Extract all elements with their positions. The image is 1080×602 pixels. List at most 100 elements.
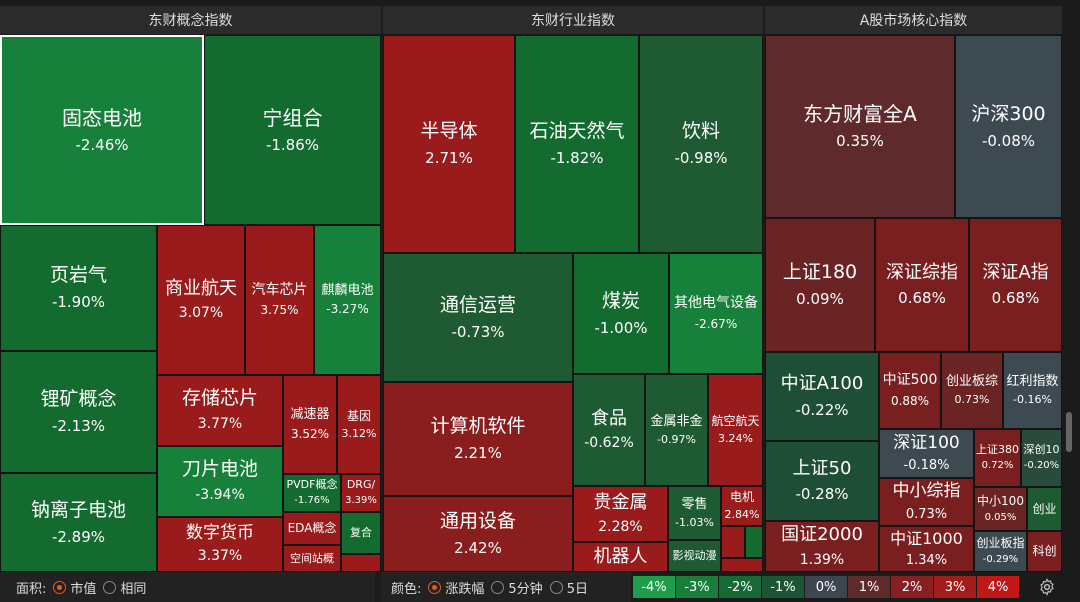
color-label: 颜色: bbox=[391, 581, 422, 597]
tile-sz100[interactable]: 深证100 -0.18% bbox=[879, 429, 974, 478]
color-change-label[interactable]: 涨跌幅 bbox=[445, 581, 485, 597]
tile-change-pct: -0.16% bbox=[1013, 393, 1052, 407]
tile-change-pct: 0.88% bbox=[890, 393, 930, 408]
tile-dongfang[interactable]: 东方财富全A 0.35% bbox=[765, 35, 955, 218]
tile-jiqiren[interactable]: 机器人 bbox=[573, 542, 668, 572]
tile-hongli[interactable]: 红利指数 -0.16% bbox=[1003, 352, 1062, 429]
tile-tongxin[interactable]: 通信运营 -0.73% bbox=[383, 253, 573, 382]
tile-jinshu[interactable]: 金属非金 -0.97% bbox=[645, 374, 708, 486]
tile-jisuanji[interactable]: 计算机软件 2.21% bbox=[383, 382, 573, 496]
tile-change-pct: -0.22% bbox=[795, 400, 849, 419]
tile-name: 沪深300 bbox=[971, 102, 1046, 125]
tile-qilin[interactable]: 麒麟电池 -3.27% bbox=[314, 225, 381, 375]
color-option-bar: 颜色: 涨跌幅 5分钟 5日 bbox=[381, 572, 631, 602]
tile-meitan[interactable]: 煤炭 -1.00% bbox=[573, 253, 669, 374]
scrollbar-thumb[interactable] bbox=[1066, 412, 1072, 452]
tile-zxzz[interactable]: 中小综指 0.73% bbox=[879, 478, 974, 526]
tile-zz1000[interactable]: 中证1000 1.34% bbox=[879, 526, 974, 572]
tile-name: 上证380 bbox=[976, 443, 1019, 457]
tile-gz2000[interactable]: 国证2000 1.39% bbox=[765, 521, 879, 572]
tile-shuzi[interactable]: 数字货币 3.37% bbox=[157, 517, 283, 572]
tile-sc10[interactable]: 深创10 -0.20% bbox=[1021, 429, 1062, 487]
settings-button[interactable] bbox=[1034, 575, 1060, 599]
color-5min-radio[interactable] bbox=[491, 580, 505, 594]
tile-sz50[interactable]: 上证50 -0.28% bbox=[765, 441, 879, 521]
area-equal-label[interactable]: 相同 bbox=[120, 581, 147, 597]
tile-change-pct: 0.09% bbox=[796, 290, 844, 308]
tile-spare1[interactable] bbox=[341, 554, 381, 572]
tile-kongjian[interactable]: 空间站概 bbox=[283, 545, 341, 572]
tile-guijinshu[interactable]: 贵金属 2.28% bbox=[573, 486, 668, 542]
color-5day-label[interactable]: 5日 bbox=[566, 581, 588, 597]
area-market-cap-label[interactable]: 市值 bbox=[70, 581, 97, 597]
tile-eda[interactable]: EDA概念 bbox=[283, 512, 341, 545]
tile-zz500[interactable]: 中证500 0.88% bbox=[879, 352, 941, 429]
tile-sz180[interactable]: 上证180 0.09% bbox=[765, 218, 875, 352]
tile-change-pct: 3.37% bbox=[197, 548, 243, 565]
color-5min-label[interactable]: 5分钟 bbox=[508, 581, 543, 597]
tile-chuangye[interactable]: 创业 bbox=[1027, 487, 1062, 531]
tile-jiyin[interactable]: 基因 3.12% bbox=[337, 375, 381, 474]
tile-fuhe[interactable]: 复合 bbox=[341, 512, 381, 554]
tile-tongyong[interactable]: 通用设备 2.42% bbox=[383, 496, 573, 572]
color-5day-radio[interactable] bbox=[549, 580, 563, 594]
tile-pvdf[interactable]: PVDF概念 -1.76% bbox=[283, 474, 341, 512]
tile-cybzhi[interactable]: 创业板指 -0.29% bbox=[974, 531, 1027, 572]
tile-cybz[interactable]: 创业板综 0.73% bbox=[941, 352, 1003, 429]
tile-change-pct: -1.03% bbox=[675, 515, 714, 529]
tile-likuang[interactable]: 锂矿概念 -2.13% bbox=[0, 351, 157, 473]
tile-change-pct: 0.73% bbox=[954, 393, 990, 407]
tile-change-pct: -0.20% bbox=[1023, 460, 1060, 472]
tile-yingshi[interactable]: 影视动漫 bbox=[668, 540, 721, 572]
tile-qitadianqi[interactable]: 其他电气设备 -2.67% bbox=[669, 253, 763, 374]
tile-name: 饮料 bbox=[681, 120, 720, 143]
tile-name: 麒麟电池 bbox=[321, 282, 374, 298]
tile-lingshou[interactable]: 零售 -1.03% bbox=[668, 486, 721, 540]
tile-cunchu[interactable]: 存储芯片 3.77% bbox=[157, 375, 283, 446]
tile-name: 基因 bbox=[346, 408, 371, 423]
tile-name: EDA概念 bbox=[287, 521, 337, 535]
tile-shangyehangtian[interactable]: 商业航天 3.07% bbox=[157, 225, 245, 375]
tile-kechuang[interactable]: 科创 bbox=[1027, 531, 1062, 572]
tile-change-pct: 3.24% bbox=[718, 432, 753, 446]
area-equal-radio[interactable] bbox=[103, 580, 117, 594]
tile-yeyanqi[interactable]: 页岩气 -1.90% bbox=[0, 225, 157, 351]
tile-name: 数字货币 bbox=[186, 523, 254, 544]
tile-yinliao[interactable]: 饮料 -0.98% bbox=[639, 35, 763, 253]
gear-icon bbox=[1040, 578, 1054, 596]
tile-daopian[interactable]: 刀片电池 -3.94% bbox=[157, 446, 283, 517]
tile-zza100[interactable]: 中证A100 -0.22% bbox=[765, 352, 879, 441]
tile-change-pct: -2.13% bbox=[51, 417, 106, 435]
tile-zx100[interactable]: 中小100 0.05% bbox=[974, 487, 1027, 531]
tile-name: PVDF概念 bbox=[286, 478, 338, 492]
tile-name: 深创10 bbox=[1023, 443, 1060, 457]
tile-hangkong[interactable]: 航空航天 3.24% bbox=[708, 374, 763, 486]
tile-ningzuhe[interactable]: 宁组合 -1.86% bbox=[204, 35, 381, 225]
area-market-cap-radio[interactable] bbox=[53, 580, 67, 594]
tile-name: 钠离子电池 bbox=[30, 498, 126, 521]
tile-name: 锂矿概念 bbox=[40, 388, 117, 411]
tile-sza[interactable]: 深证A指 0.68% bbox=[969, 218, 1062, 352]
tile-name: 深证A指 bbox=[982, 261, 1049, 283]
tile-bandaoti[interactable]: 半导体 2.71% bbox=[383, 35, 515, 253]
tile-name: 航空航天 bbox=[711, 414, 760, 429]
tile-gutai[interactable]: 固态电池 -2.46% bbox=[0, 35, 204, 225]
tile-shipin[interactable]: 食品 -0.62% bbox=[573, 374, 645, 486]
tile-spare4[interactable] bbox=[721, 558, 763, 572]
tile-hushen300[interactable]: 沪深300 -0.08% bbox=[955, 35, 1062, 218]
tile-change-pct: 0.72% bbox=[981, 460, 1014, 472]
tile-szzz[interactable]: 深证综指 0.68% bbox=[875, 218, 969, 352]
tile-shiyou[interactable]: 石油天然气 -1.82% bbox=[515, 35, 639, 253]
tile-nalizi[interactable]: 钠离子电池 -2.89% bbox=[0, 473, 157, 572]
legend-swatch: -1% bbox=[762, 576, 804, 598]
tile-spare2[interactable] bbox=[721, 526, 745, 558]
tile-change-pct: -0.18% bbox=[903, 458, 950, 473]
tile-qichexinpian[interactable]: 汽车芯片 3.75% bbox=[245, 225, 314, 375]
tile-name: 中证1000 bbox=[890, 528, 963, 548]
tile-spare3[interactable] bbox=[745, 526, 763, 558]
tile-dianji[interactable]: 电机 2.84% bbox=[721, 486, 763, 526]
tile-jiansuqi[interactable]: 减速器 3.52% bbox=[283, 375, 337, 474]
tile-sz380[interactable]: 上证380 0.72% bbox=[974, 429, 1021, 487]
tile-drg[interactable]: DRG/3.39% bbox=[341, 474, 381, 512]
color-change-radio[interactable] bbox=[428, 580, 442, 594]
